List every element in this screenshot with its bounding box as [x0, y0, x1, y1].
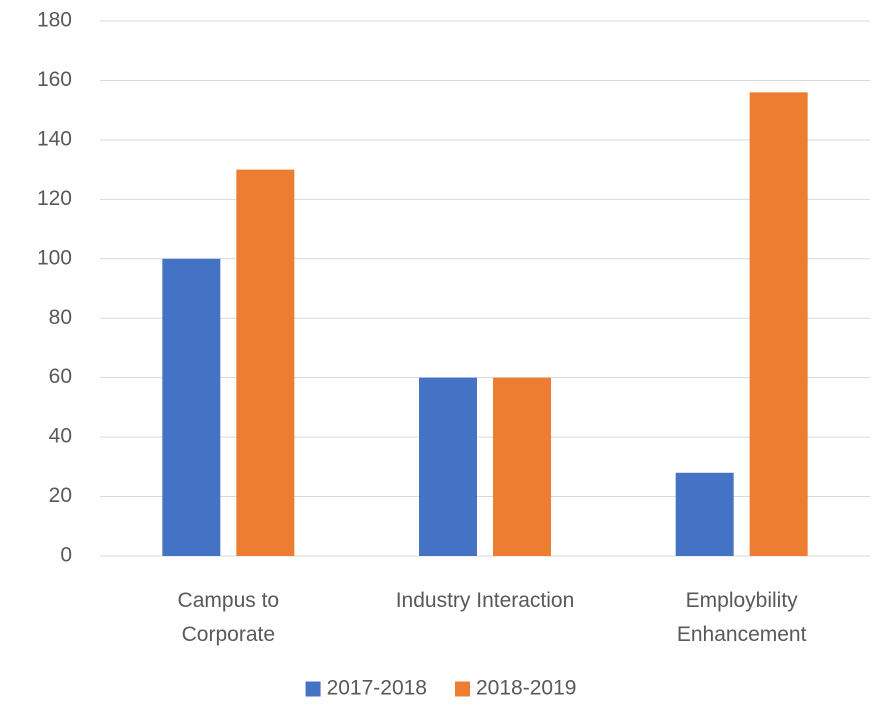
bar: [162, 258, 221, 556]
y-tick-label: 140: [37, 127, 72, 150]
y-tick-label: 60: [49, 365, 72, 388]
x-tick-label: Industry Interaction: [396, 589, 575, 612]
y-tick-label: 100: [37, 246, 72, 269]
legend-item: 2018-2019: [455, 677, 576, 700]
y-tick-label: 180: [37, 9, 72, 32]
legend-label: 2018-2019: [476, 677, 576, 700]
x-tick-label: Employbility Enhancement: [677, 589, 807, 646]
x-tick-label-line: Employbility: [686, 589, 799, 612]
y-tick-label: 120: [37, 187, 72, 210]
bar: [419, 377, 477, 556]
y-tick-label: 160: [37, 68, 72, 91]
y-tick-label: 0: [60, 544, 72, 567]
legend-swatch: [305, 681, 321, 697]
bar: [675, 472, 734, 556]
bar: [236, 169, 295, 556]
x-tick-label-line: Campus to: [178, 589, 280, 612]
legend-item: 2017-2018: [305, 677, 427, 700]
y-tick-label: 80: [49, 306, 72, 329]
legend-label: 2017-2018: [327, 677, 427, 700]
bar: [493, 377, 551, 556]
x-tick-label: Campus to Corporate: [178, 589, 280, 646]
legend-swatch: [455, 681, 470, 697]
x-tick-label-line: Enhancement: [677, 623, 807, 646]
x-tick-label-line: Industry Interaction: [396, 589, 575, 612]
y-tick-label: 20: [49, 484, 72, 507]
y-tick-label: 40: [49, 425, 72, 448]
bar: [749, 92, 808, 556]
x-tick-label-line: Corporate: [182, 623, 275, 646]
